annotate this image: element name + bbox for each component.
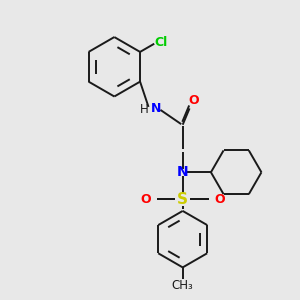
Text: O: O [214,193,225,206]
Text: CH₃: CH₃ [172,279,194,292]
Text: H: H [140,103,148,116]
Text: N: N [151,102,161,115]
Text: Cl: Cl [154,36,167,49]
Text: O: O [140,193,151,206]
Text: O: O [188,94,199,107]
Text: S: S [177,191,188,206]
Text: N: N [177,165,188,179]
